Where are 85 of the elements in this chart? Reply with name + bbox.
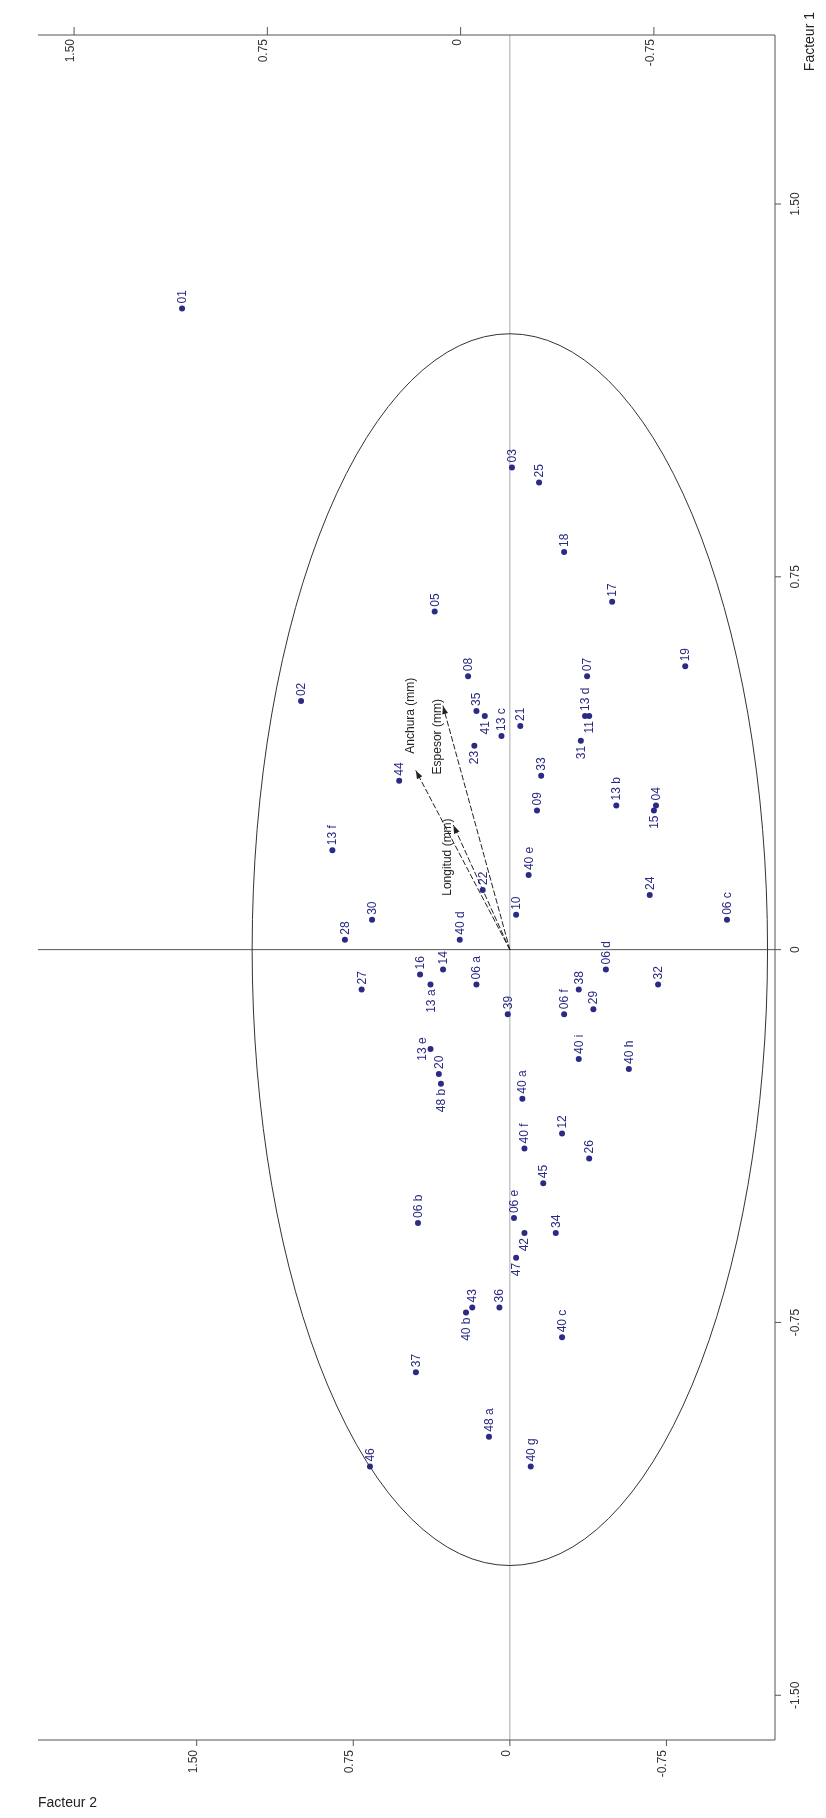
text: Espesor (mm) [430, 699, 445, 775]
annotation: 02 [294, 682, 309, 697]
annotation: 19 [678, 647, 693, 662]
annotation: 26 [582, 1139, 597, 1154]
annotation: 48 a [481, 1408, 496, 1432]
annotation: 06 f [557, 988, 572, 1010]
annotation: 40 i [571, 1034, 586, 1054]
annotation: 17 [605, 583, 620, 597]
annotation: 06 a [469, 955, 484, 980]
annotation: 10 [509, 896, 524, 910]
x-tick-label: 0 [498, 1749, 513, 1757]
y-tick-label: 1.50 [788, 192, 802, 216]
annotation: 24 [642, 876, 657, 890]
annotation: 13 c [494, 708, 509, 731]
annotation: 37 [408, 1353, 423, 1368]
annotation: 18 [557, 533, 572, 547]
annotation: 13 f [325, 824, 340, 846]
annotation: 34 [548, 1214, 563, 1228]
annotation: 13 a [423, 989, 438, 1013]
x-tick-label: -0.75 [655, 1749, 670, 1778]
x2-tick-label: 1.50 [63, 38, 78, 63]
x2-tick-label: 0.75 [256, 38, 271, 63]
annotation: 30 [365, 901, 380, 915]
annotation: 11 [582, 720, 597, 734]
annotation: 40 f [517, 1122, 532, 1144]
annotation: 38 [571, 970, 586, 985]
annotation: 06 b [410, 1194, 425, 1219]
text: Longitud (mm) [440, 818, 455, 896]
annotation: 13 e [414, 1037, 429, 1061]
text: Anchura (mm) [402, 677, 417, 754]
annotation: 28 [337, 921, 352, 935]
annotation: 35 [469, 692, 484, 707]
x2-tick-label: 0 [449, 38, 464, 46]
annotation: 40 e [521, 846, 536, 871]
annotation: 01 [175, 289, 190, 304]
annotation: 29 [586, 990, 601, 1005]
annotation: 07 [580, 657, 595, 672]
x-tick-label: 1.50 [185, 1749, 200, 1774]
y-tick-label: -1.50 [788, 1681, 802, 1709]
annotation: 40 h [621, 1040, 636, 1064]
annotation: 40 c [555, 1309, 570, 1333]
annotation: 40 a [515, 1070, 530, 1094]
annotation: 22 [475, 871, 490, 885]
annotation: 43 [465, 1288, 480, 1303]
annotation: 40 b [459, 1317, 473, 1341]
annotation: 33 [534, 756, 549, 771]
annotation: 36 [492, 1288, 507, 1303]
annotation: 40 d [452, 911, 467, 935]
x2-tick-label: -0.75 [642, 38, 657, 67]
annotation: 13 d [578, 687, 593, 712]
annotation: 04 [648, 786, 663, 801]
annotation: 16 [413, 955, 428, 970]
y-axis-title: Facteur 1 [801, 11, 817, 72]
annotation: 06 e [507, 1189, 522, 1214]
annotation: 27 [354, 970, 369, 985]
y-tick-label: 0.75 [788, 564, 802, 589]
annotation: 20 [431, 1055, 446, 1069]
annotation: 03 [504, 448, 519, 463]
annotation: 14 [436, 950, 451, 965]
annotation: 44 [392, 761, 407, 776]
annotation: 48 b [433, 1088, 448, 1113]
annotation: 42 [517, 1237, 532, 1252]
annotation: 23 [467, 750, 482, 765]
y-tick-label: 0 [788, 945, 802, 953]
annotation: 05 [427, 592, 442, 607]
annotation: 40 g [523, 1438, 538, 1462]
annotation: 47 [509, 1262, 524, 1277]
annotation: 09 [529, 791, 544, 806]
annotation: 32 [651, 965, 666, 980]
annotation: 15 [646, 815, 661, 829]
x-axis-title: Facteur 2 [38, 1794, 98, 1810]
annotation: 12 [555, 1114, 570, 1129]
annotation: 31 [573, 745, 588, 760]
annotation: 08 [461, 657, 476, 672]
annotation: 06 c [719, 892, 734, 915]
annotation: 45 [536, 1164, 551, 1179]
y-tick-label: -0.75 [788, 1308, 802, 1337]
annotation: 25 [532, 463, 547, 478]
annotation: 06 d [598, 941, 613, 965]
x-tick-label: 0.75 [342, 1749, 357, 1774]
annotation: 46 [362, 1447, 377, 1462]
annotation: 13 b [609, 776, 624, 801]
annotation: 21 [513, 707, 528, 721]
annotation: 41 [477, 720, 492, 735]
annotation: 39 [500, 995, 515, 1010]
